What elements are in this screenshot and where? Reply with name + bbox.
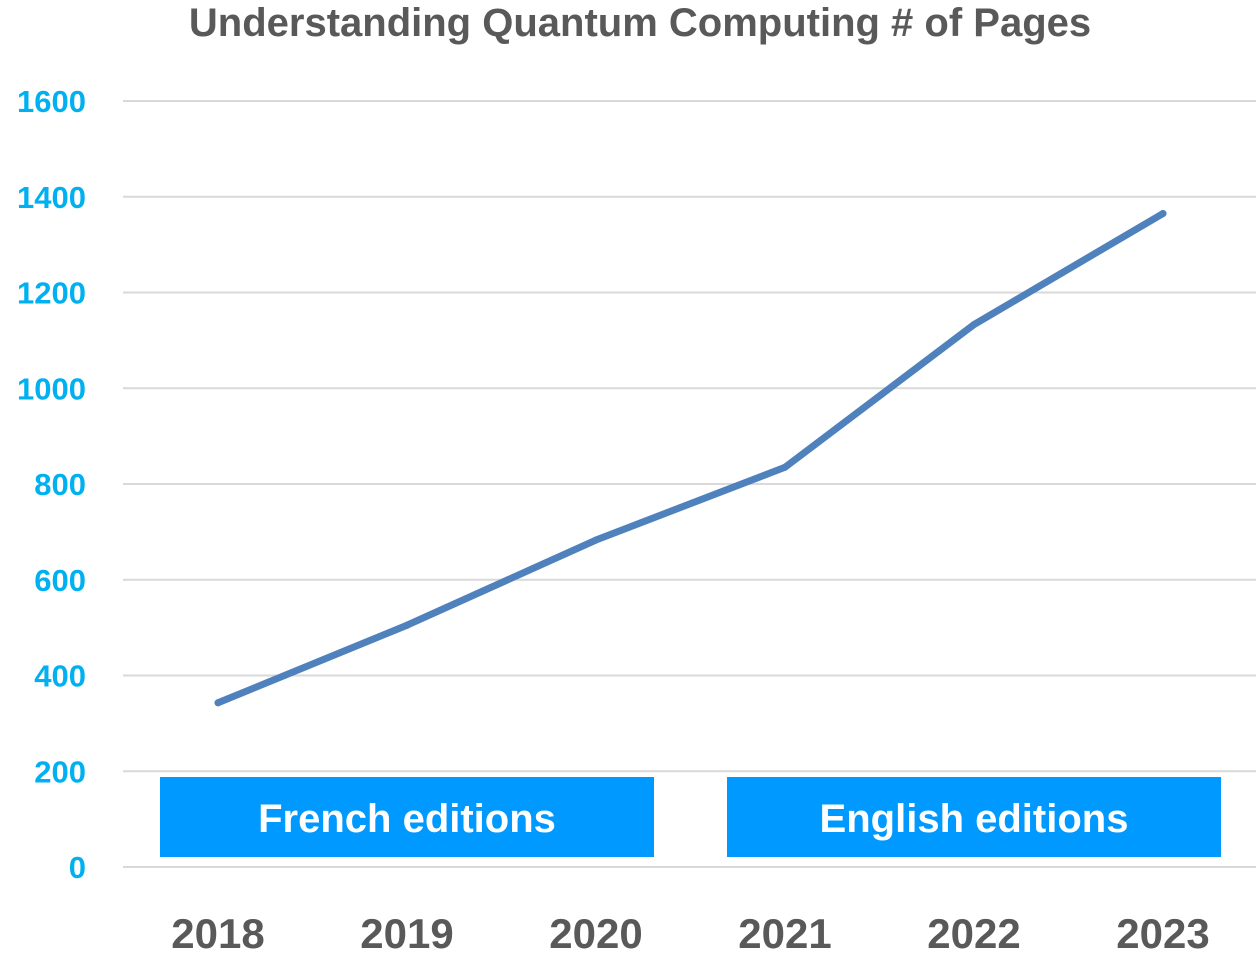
y-tick-label: 1400 [17,180,86,215]
y-tick-label: 1000 [17,371,86,406]
y-tick-label: 800 [34,467,86,502]
data-point [592,536,600,544]
y-tick-label: 1200 [17,276,86,311]
x-axis-tick-labels: 2018 2019 2020 2021 2022 2023 [171,910,1209,957]
chart-title: Understanding Quantum Computing # of Pag… [189,1,1091,45]
y-tick-label: 200 [34,754,86,789]
x-tick-label: 2018 [171,910,264,957]
edition-annotations: French editions English editions [160,777,1221,857]
data-point [1159,210,1167,218]
x-tick-label: 2022 [927,910,1020,957]
x-tick-label: 2023 [1116,910,1209,957]
edition-band [727,777,1221,857]
data-point [214,699,222,707]
data-point [403,621,411,629]
data-point [781,463,789,471]
gridlines [123,100,1256,868]
series-layer [214,210,1167,707]
y-tick-label: 400 [34,659,86,694]
edition-band-label: English editions [820,797,1129,841]
x-tick-label: 2020 [549,910,642,957]
y-tick-label: 0 [69,850,86,885]
y-tick-label: 600 [34,563,86,598]
data-point [970,321,978,329]
x-tick-label: 2021 [738,910,831,957]
edition-band-label: French editions [258,797,556,841]
series-line [214,210,1167,707]
y-tick-label: 1600 [17,84,86,119]
x-tick-label: 2019 [360,910,453,957]
y-axis-tick-labels: 0 200 400 600 800 1000 1200 1400 1600 [17,84,86,885]
edition-band [160,777,654,857]
